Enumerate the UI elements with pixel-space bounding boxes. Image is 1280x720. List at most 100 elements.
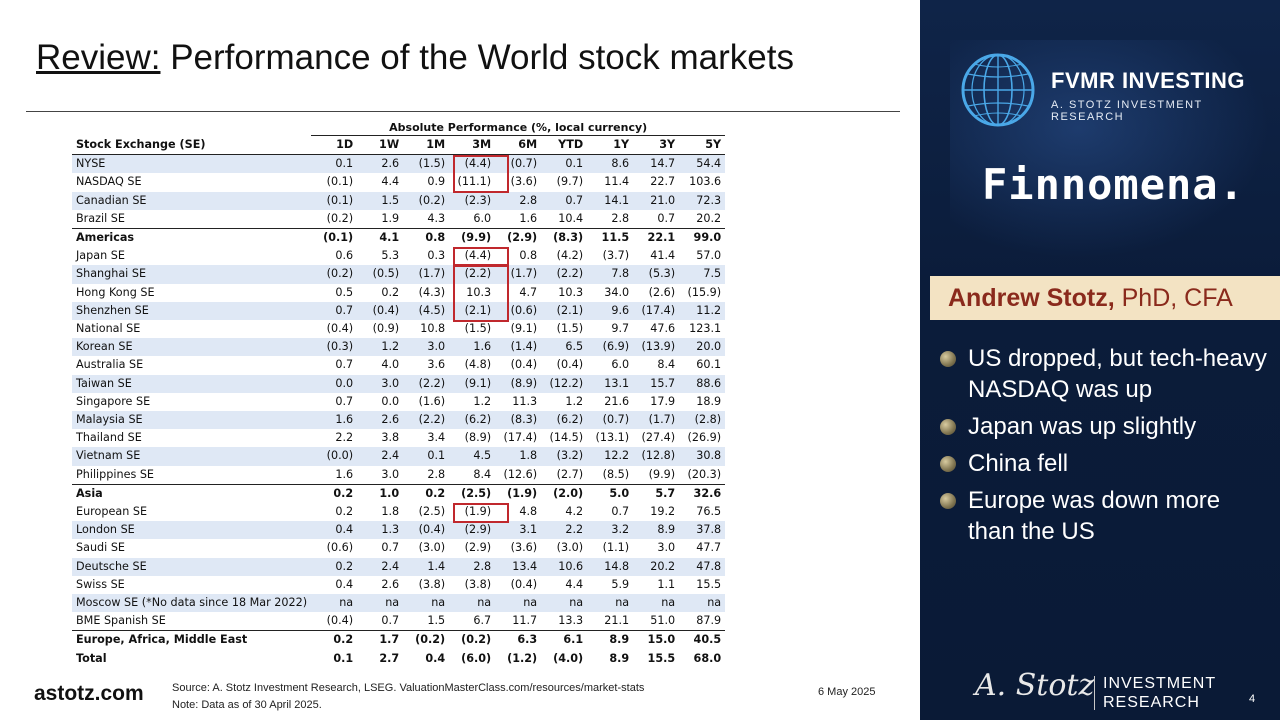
- value-cell: 8.6: [587, 154, 634, 174]
- key-point: China fell: [938, 448, 1273, 479]
- value-cell: 2.6: [357, 411, 404, 430]
- table-row: BME Spanish SE (0.4) 0.7 1.5 6.7 11.7 13.3 21.1…: [72, 612, 725, 631]
- value-cell: 1.1: [657, 577, 676, 591]
- exchange-name-cell: Deutsche SE: [72, 557, 312, 576]
- exchange-name-cell: Hong Kong SE: [76, 285, 155, 299]
- value-cell: 0.2: [311, 630, 358, 650]
- column-header: 5Y: [679, 135, 726, 156]
- value-cell: 0.7: [311, 301, 358, 321]
- table-subtotal-row: Americas (0.1) 4.1 0.8 (9.9) (2.9) (8.3) 11.5 22…: [72, 228, 726, 248]
- value-cell: (1.5): [464, 322, 492, 336]
- value-cell: 1.5: [357, 191, 404, 210]
- value-cell: (0.7): [495, 154, 542, 174]
- value-cell: (2.2): [449, 265, 496, 284]
- value-cell: (6.2): [449, 411, 496, 430]
- value-cell: (14.5): [549, 431, 584, 445]
- value-cell: 14.8: [587, 557, 634, 576]
- table-subtotal-row: Asia 0.2 1.0 0.2 (2.5) (1.9) (2.0) 5.0 5.7 32.6: [72, 483, 726, 504]
- value-cell: (12.6): [503, 467, 538, 481]
- table-row: Singapore SE 0.7 0.0 (1.6) 1.2 11.3 1.2 21.6 17.…: [72, 393, 725, 411]
- value-cell: 0.0: [311, 374, 358, 393]
- table-row: Malaysia SE 1.6 2.6 (2.2) (6.2) (8.3) (6.2) (0.…: [72, 411, 726, 430]
- value-cell: 3.4: [427, 431, 446, 445]
- value-cell: (2.1): [541, 301, 588, 321]
- value-cell: 4.4: [565, 577, 584, 591]
- value-cell: (2.5): [449, 483, 496, 504]
- value-cell: 68.0: [693, 651, 722, 665]
- value-cell: (9.9): [648, 467, 676, 481]
- value-cell: 1.8: [495, 447, 542, 466]
- value-cell: (0.1): [311, 191, 358, 210]
- value-cell: (0.6): [495, 301, 542, 321]
- value-cell: (0.9): [372, 322, 400, 336]
- value-cell: (12.2): [541, 374, 588, 393]
- value-cell: 4.0: [381, 358, 400, 372]
- group-header: Absolute Performance (%, local currency): [311, 121, 726, 136]
- value-cell: 10.8: [420, 322, 446, 336]
- value-cell: 34.0: [604, 285, 630, 299]
- table-row: Brazil SE (0.2) 1.9 4.3 6.0 1.6 10.4 2.8 0.7 20.2: [72, 210, 725, 229]
- value-cell: 14.7: [633, 154, 680, 174]
- value-cell: (2.9): [449, 521, 496, 540]
- value-cell: (4.2): [556, 249, 584, 263]
- exchange-name-cell: Vietnam SE: [72, 447, 312, 466]
- table-row: Philippines SE 1.6 3.0 2.8 8.4 (12.6) (2.7) (8.…: [72, 466, 725, 485]
- value-cell: 2.8: [427, 467, 446, 481]
- key-point-text: Europe was down more than the US: [968, 487, 1221, 545]
- value-cell: 60.1: [696, 358, 722, 372]
- table-row: Swiss SE 0.4 2.6 (3.8) (3.8) (0.4) 4.4 5.9 1.1 15…: [72, 576, 725, 594]
- value-cell: 6.7: [473, 614, 492, 628]
- value-cell: 5.9: [611, 577, 630, 591]
- presenter-credentials: PhD, CFA: [1114, 284, 1233, 312]
- value-cell: (5.3): [633, 265, 680, 284]
- globe-logo-icon: [961, 53, 1035, 127]
- value-cell: 2.2: [541, 521, 588, 540]
- table-row: Hong Kong SE 0.5 0.2 (4.3) 10.3 4.7 10.3 34.0 (2…: [72, 284, 725, 302]
- bullet-icon: [940, 493, 956, 509]
- title-prefix: Review:: [36, 38, 161, 77]
- value-cell: 4.2: [565, 505, 584, 519]
- value-cell: 0.1: [541, 154, 588, 174]
- table-row: Moscow SE (*No data since 18 Mar 2022) na…: [72, 594, 726, 613]
- value-cell: 10.4: [558, 211, 584, 225]
- title-divider: [26, 111, 900, 112]
- table-row: NYSE 0.1 2.6 (1.5) (4.4) (0.7) 0.1 8.6 14.7 54.4: [72, 154, 726, 174]
- value-cell: (9.1): [510, 322, 538, 336]
- value-cell: (4.3): [418, 285, 446, 299]
- key-points-list: US dropped, but tech-heavy NASDAQ was up…: [938, 343, 1273, 553]
- value-cell: 3.6: [427, 358, 446, 372]
- footer-note-text: Note: Data as of 30 April 2025.: [172, 699, 322, 711]
- presenter-name: Andrew Stotz,: [948, 284, 1115, 312]
- footer-brand[interactable]: astotz.com: [34, 682, 144, 705]
- value-cell: 20.2: [696, 211, 722, 225]
- table-group-header-row: Absolute Performance (%, local currency): [72, 121, 726, 136]
- value-cell: 1.0: [357, 483, 404, 504]
- value-cell: (2.5): [418, 505, 446, 519]
- exchange-name-cell: NYSE: [72, 154, 312, 174]
- table-subtotal-row: Total 0.1 2.7 0.4 (6.0) (1.2) (4.0) 8.9 15.5 68.0: [72, 650, 725, 668]
- value-cell: (2.1): [449, 301, 496, 321]
- value-cell: (0.3): [311, 338, 358, 357]
- value-cell: 1.5: [427, 614, 446, 628]
- value-cell: na: [495, 594, 542, 613]
- value-cell: (26.9): [687, 431, 722, 445]
- value-cell: 4.8: [519, 505, 538, 519]
- value-cell: 6.0: [611, 358, 630, 372]
- value-cell: 10.3: [558, 285, 584, 299]
- value-cell: 15.5: [647, 651, 676, 665]
- value-cell: 8.9: [587, 630, 634, 650]
- value-cell: 3.2: [587, 521, 634, 540]
- value-cell: 0.1: [403, 447, 450, 466]
- value-cell: (8.5): [602, 467, 630, 481]
- value-cell: 0.3: [427, 249, 446, 263]
- value-cell: 18.9: [696, 394, 722, 408]
- value-cell: 7.5: [679, 265, 726, 284]
- value-cell: 0.6: [335, 249, 354, 263]
- value-cell: (0.1): [326, 175, 354, 189]
- value-cell: 0.5: [335, 285, 354, 299]
- value-cell: 0.2: [335, 505, 354, 519]
- value-cell: 6.1: [541, 630, 588, 650]
- value-cell: 12.2: [587, 447, 634, 466]
- column-header: 1Y: [587, 135, 634, 156]
- value-cell: 0.8: [519, 249, 538, 263]
